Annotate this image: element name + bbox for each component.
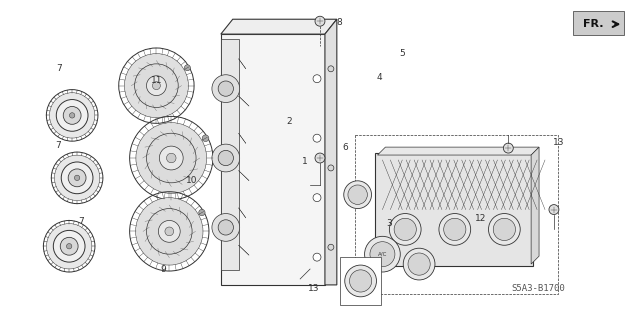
FancyBboxPatch shape (221, 39, 238, 270)
Text: 7: 7 (55, 141, 61, 150)
Text: A/C: A/C (378, 252, 387, 257)
Circle shape (212, 213, 240, 241)
Circle shape (146, 133, 196, 183)
Circle shape (152, 82, 160, 90)
Circle shape (489, 213, 521, 245)
Circle shape (503, 143, 514, 153)
FancyBboxPatch shape (340, 257, 382, 305)
Circle shape (549, 204, 559, 214)
FancyBboxPatch shape (221, 34, 325, 285)
Polygon shape (377, 147, 539, 155)
Text: FR.: FR. (583, 19, 603, 29)
Text: 12: 12 (475, 214, 486, 223)
Circle shape (202, 135, 209, 141)
Circle shape (348, 185, 367, 204)
Circle shape (167, 153, 176, 163)
Text: S5A3-B1700: S5A3-B1700 (511, 284, 565, 293)
Text: 1: 1 (302, 157, 307, 166)
Circle shape (146, 76, 166, 96)
Circle shape (328, 165, 334, 171)
Circle shape (313, 253, 321, 261)
Circle shape (165, 227, 174, 236)
Circle shape (315, 16, 325, 26)
Text: 7: 7 (79, 217, 84, 226)
Text: 8: 8 (336, 18, 342, 27)
Circle shape (212, 75, 240, 102)
Circle shape (328, 66, 334, 72)
Circle shape (313, 75, 321, 83)
FancyBboxPatch shape (573, 11, 624, 35)
Circle shape (439, 213, 470, 245)
Circle shape (365, 236, 400, 272)
Circle shape (349, 270, 372, 292)
Text: 9: 9 (160, 265, 166, 274)
FancyBboxPatch shape (375, 153, 533, 266)
Circle shape (70, 113, 75, 118)
Circle shape (408, 253, 430, 275)
Circle shape (49, 93, 95, 138)
Circle shape (136, 198, 203, 265)
Polygon shape (221, 19, 337, 34)
Circle shape (328, 244, 334, 250)
Circle shape (159, 146, 183, 170)
Text: 3: 3 (386, 219, 392, 228)
Circle shape (370, 242, 395, 267)
Circle shape (313, 194, 321, 202)
Text: 10: 10 (186, 176, 197, 185)
Circle shape (60, 237, 78, 255)
Circle shape (158, 220, 180, 242)
Circle shape (212, 144, 240, 172)
Text: 11: 11 (151, 76, 162, 85)
Circle shape (389, 213, 421, 245)
Circle shape (345, 265, 377, 297)
Text: 13: 13 (553, 138, 565, 147)
Circle shape (63, 107, 81, 124)
Circle shape (124, 54, 188, 118)
Circle shape (315, 153, 325, 163)
Text: 5: 5 (399, 49, 404, 58)
Circle shape (61, 162, 93, 194)
Circle shape (493, 218, 515, 241)
Polygon shape (325, 19, 337, 285)
Circle shape (394, 218, 417, 241)
Circle shape (134, 64, 178, 108)
Circle shape (56, 100, 88, 131)
Circle shape (218, 150, 233, 166)
Circle shape (136, 123, 207, 193)
Text: 7: 7 (56, 63, 62, 73)
Text: 6: 6 (342, 143, 348, 152)
Circle shape (198, 209, 205, 216)
Circle shape (46, 224, 92, 269)
Circle shape (55, 155, 100, 201)
Circle shape (68, 169, 86, 187)
Circle shape (218, 81, 233, 96)
Circle shape (146, 209, 192, 254)
Circle shape (313, 134, 321, 142)
Text: 2: 2 (286, 117, 292, 126)
Text: 4: 4 (377, 73, 383, 82)
Circle shape (184, 65, 190, 71)
Polygon shape (531, 147, 539, 264)
Circle shape (53, 230, 85, 262)
Circle shape (403, 248, 435, 280)
Circle shape (74, 175, 80, 180)
Circle shape (67, 244, 72, 249)
Circle shape (444, 218, 466, 241)
Circle shape (344, 181, 372, 209)
Circle shape (218, 220, 233, 235)
Text: 13: 13 (308, 284, 320, 293)
